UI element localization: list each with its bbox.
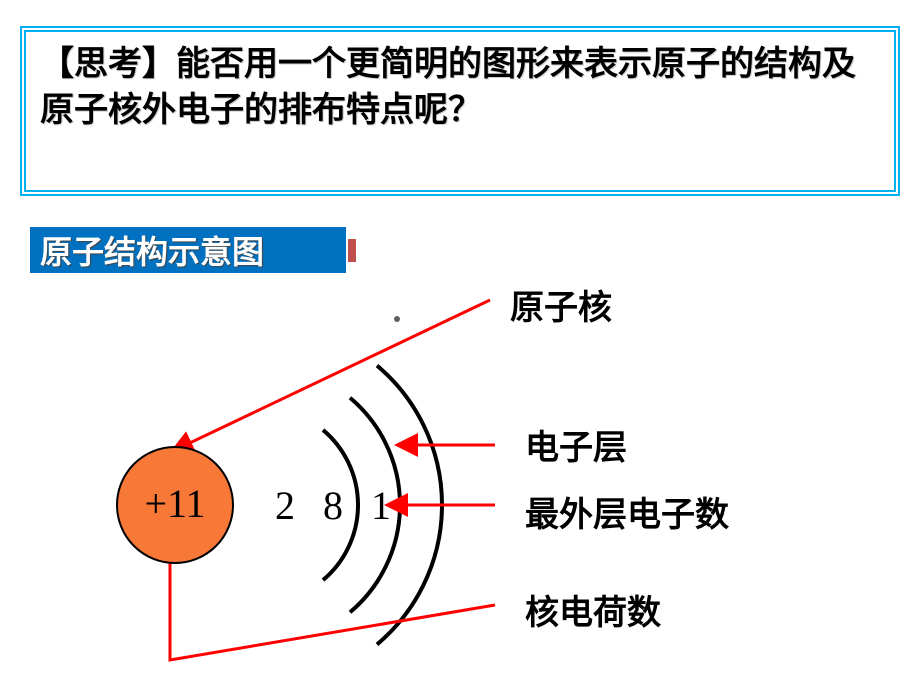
question-prefix: 【思考】: [40, 45, 176, 83]
slide: 【思考】能否用一个更简明的图形来表示原子的结构及原子核外电子的排布特点呢？ 原子…: [0, 0, 920, 690]
label-outer-electron: 最外层电子数: [525, 487, 729, 536]
subtitle-box: 原子结构示意图: [28, 225, 348, 275]
svg-text:+11: +11: [144, 481, 205, 526]
label-nucleus: 原子核: [510, 280, 612, 329]
label-shell: 电子层: [525, 420, 627, 469]
question-box: 【思考】能否用一个更简明的图形来表示原子的结构及原子核外电子的排布特点呢？: [20, 26, 900, 196]
svg-text:2: 2: [275, 483, 295, 528]
atom-diagram: +11 281: [40, 280, 500, 680]
decorative-dot: [394, 316, 400, 322]
subtitle-text: 原子结构示意图: [40, 227, 264, 273]
svg-text:8: 8: [323, 483, 343, 528]
svg-text:1: 1: [371, 483, 391, 528]
label-nuclear-charge: 核电荷数: [525, 585, 661, 634]
question-text: 【思考】能否用一个更简明的图形来表示原子的结构及原子核外电子的排布特点呢？: [40, 45, 856, 129]
